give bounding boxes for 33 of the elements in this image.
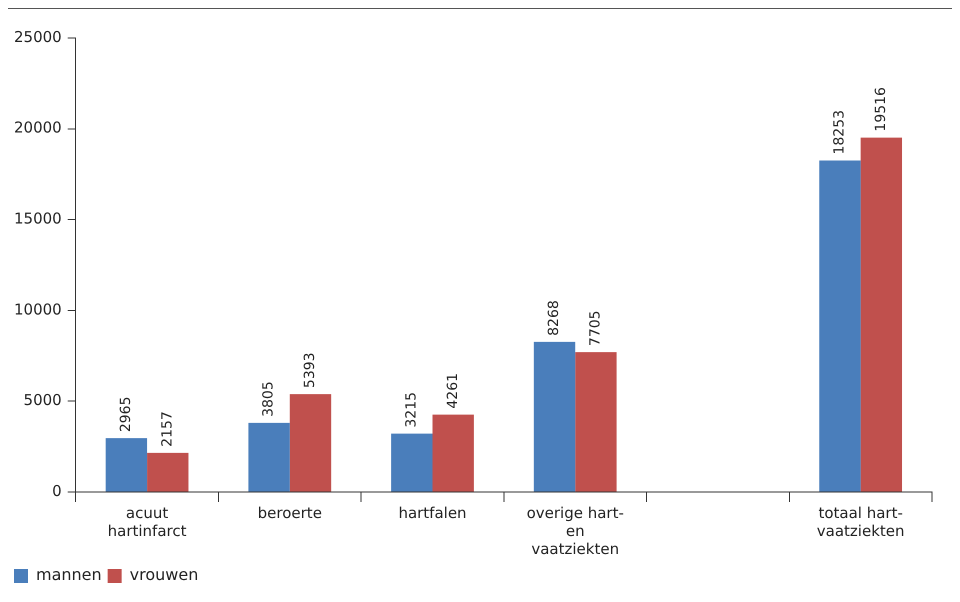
data-label: 3805 — [260, 381, 277, 417]
bar — [391, 434, 432, 492]
data-label: 5393 — [302, 352, 318, 388]
y-tick-label: 10000 — [14, 300, 62, 318]
legend-label: vrouwen — [130, 565, 198, 584]
legend-label: mannen — [36, 565, 102, 584]
data-label: 2157 — [159, 411, 176, 447]
y-tick-label: 5000 — [24, 391, 62, 410]
x-tick-label: overige hart- en vaatziekten — [526, 504, 624, 558]
y-tick-label: 25000 — [14, 28, 62, 46]
bar — [432, 414, 474, 492]
bar — [860, 138, 902, 492]
bar — [290, 394, 332, 492]
data-label: 4261 — [444, 372, 461, 409]
x-tick-label: hartfalen — [398, 504, 467, 522]
data-label: 8268 — [546, 300, 562, 336]
data-label: 7705 — [588, 310, 604, 346]
y-tick-label: 0 — [52, 482, 62, 500]
data-label: 19516 — [872, 86, 889, 132]
data-label: 18253 — [832, 110, 848, 155]
x-tick-label: totaal hart- vaatziekten — [816, 504, 905, 540]
bar — [106, 438, 148, 492]
bar — [534, 342, 576, 492]
y-tick-label: 20000 — [14, 118, 62, 137]
x-tick-label: beroerte — [258, 504, 322, 522]
bar — [575, 352, 617, 492]
x-tick-label: acuut hartinfarct — [108, 504, 187, 540]
bar — [147, 452, 188, 492]
bar — [248, 422, 290, 492]
data-label: 3215 — [403, 392, 420, 428]
bar — [819, 160, 861, 492]
data-label: 2965 — [118, 396, 134, 432]
y-tick-label: 15000 — [14, 209, 62, 228]
